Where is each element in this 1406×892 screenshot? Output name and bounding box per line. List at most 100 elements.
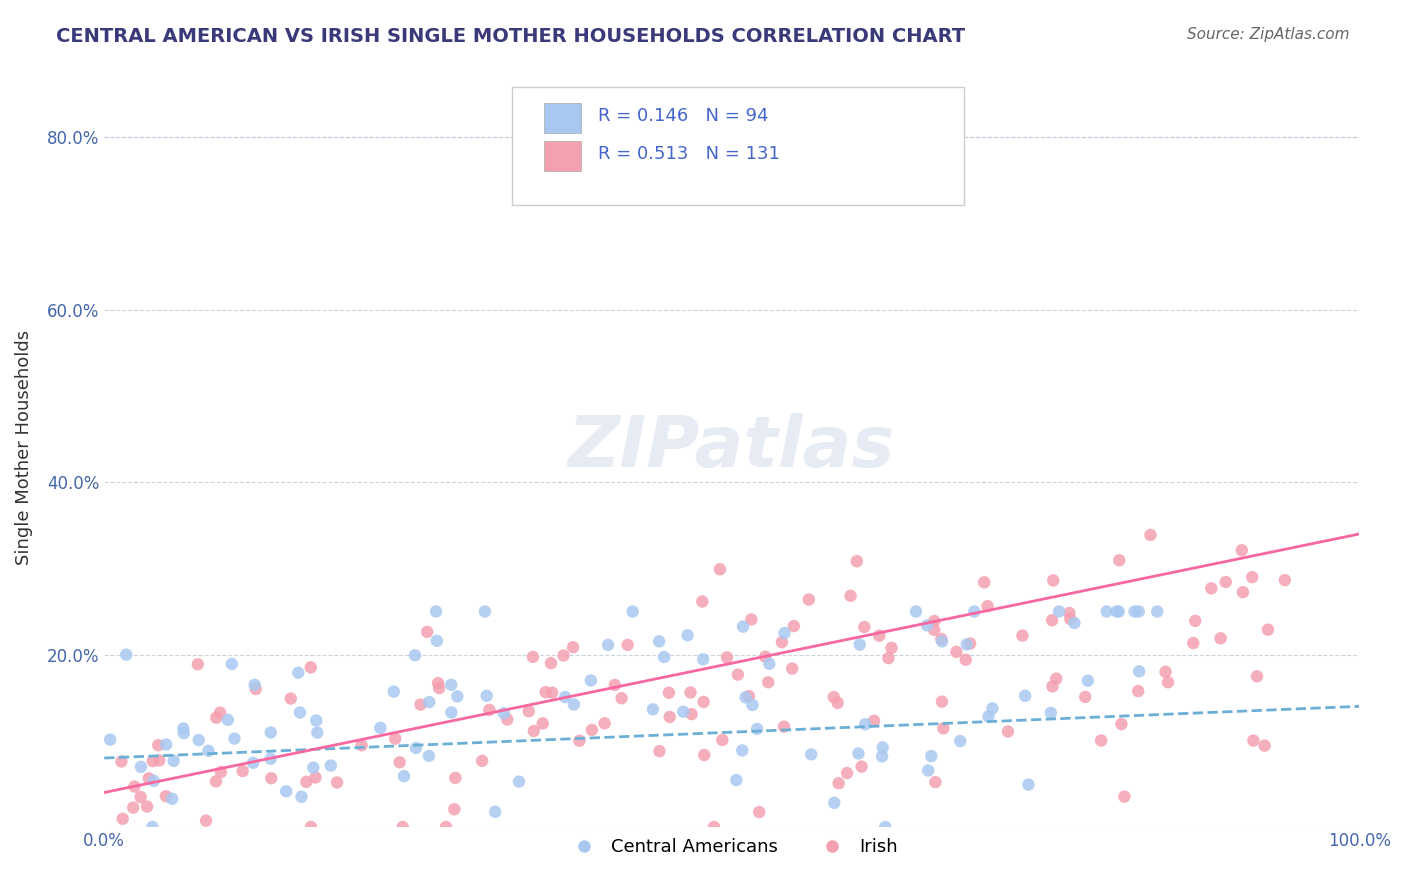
Point <box>596 638 619 652</box>
Point <box>1114 789 1136 804</box>
Point <box>1039 706 1062 720</box>
FancyBboxPatch shape <box>544 103 581 133</box>
Point <box>981 701 1004 715</box>
Point <box>581 723 603 737</box>
Point <box>427 676 450 690</box>
Point <box>440 706 463 720</box>
Point <box>195 814 218 828</box>
Point <box>740 612 762 626</box>
Point <box>568 733 591 747</box>
Point <box>904 605 927 619</box>
Point <box>1042 679 1064 693</box>
Point <box>827 776 849 790</box>
Point <box>478 703 501 717</box>
Point <box>440 678 463 692</box>
Point <box>872 740 894 755</box>
Point <box>773 626 796 640</box>
Point <box>1090 733 1112 747</box>
Point <box>877 651 900 665</box>
Point <box>949 734 972 748</box>
Point <box>562 640 585 655</box>
Point <box>880 640 903 655</box>
Point <box>304 771 326 785</box>
Point <box>593 716 616 731</box>
Point <box>641 702 664 716</box>
Point <box>475 689 498 703</box>
Point <box>738 689 761 703</box>
Point <box>1059 606 1081 620</box>
Point <box>621 605 644 619</box>
Point <box>931 634 953 648</box>
Point <box>305 714 328 728</box>
Point <box>800 747 823 762</box>
Point <box>187 733 209 747</box>
Point <box>932 722 955 736</box>
Point <box>148 754 170 768</box>
Point <box>1253 739 1275 753</box>
Point <box>1063 615 1085 630</box>
Point <box>404 648 426 663</box>
Point <box>692 652 714 666</box>
Point <box>870 749 893 764</box>
Point <box>319 758 342 772</box>
Point <box>1230 543 1253 558</box>
Point <box>725 772 748 787</box>
Point <box>534 685 557 699</box>
Point <box>245 681 267 696</box>
Point <box>350 738 373 752</box>
Point <box>727 667 749 681</box>
Point <box>648 744 671 758</box>
Point <box>845 554 868 568</box>
Point <box>541 686 564 700</box>
Point <box>731 620 754 634</box>
Point <box>299 660 322 674</box>
Point <box>741 698 763 712</box>
Point <box>276 784 298 798</box>
Point <box>976 599 998 614</box>
Point <box>492 706 515 721</box>
Point <box>773 720 796 734</box>
Point <box>1146 605 1168 619</box>
Point <box>110 755 132 769</box>
Point <box>221 657 243 671</box>
Point <box>692 695 714 709</box>
Point <box>1059 612 1081 626</box>
Point <box>748 805 770 819</box>
Point <box>839 589 862 603</box>
Point <box>434 820 457 834</box>
Point <box>1128 605 1150 619</box>
Point <box>224 731 246 746</box>
Point <box>1257 623 1279 637</box>
Point <box>1108 553 1130 567</box>
Point <box>579 673 602 688</box>
Point <box>326 775 349 789</box>
Point <box>392 769 415 783</box>
Point <box>758 657 780 671</box>
Point <box>1232 585 1254 599</box>
Point <box>997 724 1019 739</box>
Point <box>388 756 411 770</box>
Point <box>129 760 152 774</box>
Text: ZIPatlas: ZIPatlas <box>568 413 896 483</box>
Point <box>1139 528 1161 542</box>
Point <box>1111 717 1133 731</box>
Point <box>931 695 953 709</box>
Point <box>111 812 134 826</box>
Point <box>209 706 232 720</box>
Point <box>523 724 546 739</box>
Point <box>797 592 820 607</box>
Point <box>138 772 160 786</box>
Point <box>977 709 1000 723</box>
Point <box>522 649 544 664</box>
Point <box>540 656 562 670</box>
Point <box>173 726 195 740</box>
Point <box>973 575 995 590</box>
Point <box>956 637 979 651</box>
Point <box>124 780 146 794</box>
Point <box>1215 574 1237 589</box>
Point <box>163 754 186 768</box>
Point <box>1241 733 1264 747</box>
Point <box>531 716 554 731</box>
Point <box>915 618 938 632</box>
Point <box>676 628 699 642</box>
